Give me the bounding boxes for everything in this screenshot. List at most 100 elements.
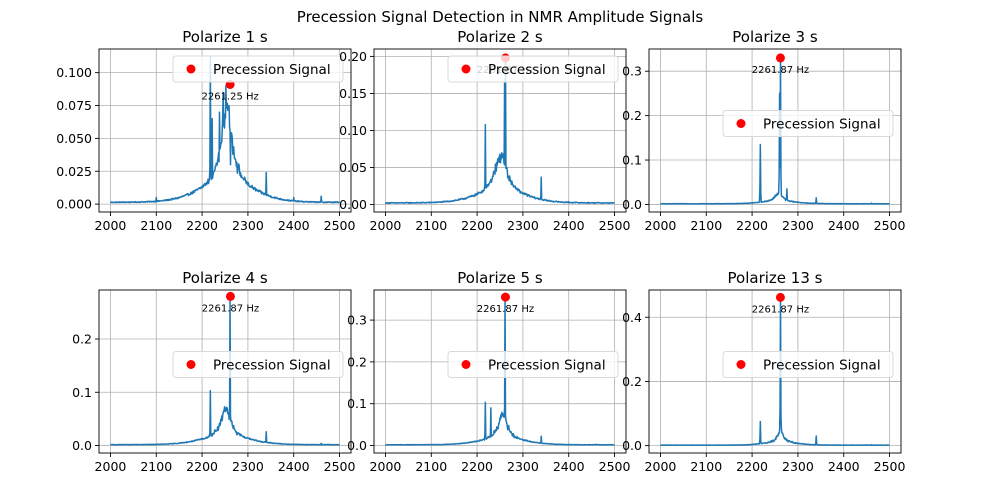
axes-frame — [648, 289, 902, 454]
precession-marker — [775, 292, 785, 302]
y-tick-label: 0.0 — [72, 438, 92, 453]
peak-annotation: 2261.87 Hz — [202, 303, 259, 314]
y-tick-label: 0.05 — [339, 160, 367, 175]
x-tick-label: 2100 — [690, 459, 722, 474]
y-tick-label: 0.0 — [347, 438, 367, 453]
signal-line — [660, 57, 890, 205]
subplot-title: Polarize 5 s — [457, 269, 543, 287]
y-tick-label: 0.10 — [339, 123, 367, 138]
x-tick-label: 2400 — [828, 459, 860, 474]
y-tick-label: 0.000 — [56, 197, 92, 212]
y-tick-label: 0.15 — [339, 86, 367, 101]
y-tick-label: 0.3 — [622, 64, 642, 79]
x-tick-label: 2200 — [186, 459, 218, 474]
y-tick-label: 0.2 — [622, 374, 642, 389]
legend-box — [722, 351, 894, 378]
precession-marker — [225, 291, 235, 301]
peak-annotation: 2261.87 Hz — [477, 304, 534, 315]
legend-label: Precession Signal — [763, 358, 881, 374]
figure-title: Precession Signal Detection in NMR Ampli… — [297, 8, 704, 26]
x-tick-label: 2200 — [461, 218, 493, 233]
x-tick-label: 2500 — [324, 459, 356, 474]
x-tick-label: 2100 — [415, 459, 447, 474]
x-tick-label: 2300 — [782, 218, 814, 233]
signal-line — [660, 296, 890, 446]
precession-marker — [500, 292, 510, 302]
x-tick-label: 2200 — [461, 459, 493, 474]
y-tick-label: 0.1 — [72, 385, 92, 400]
x-tick-label: 2500 — [324, 218, 356, 233]
subplot-2: 2261.87 Hz2000210022002300240025000.000.… — [339, 28, 630, 233]
signal-line — [384, 57, 615, 205]
x-tick-label: 2200 — [736, 459, 768, 474]
signal-line — [385, 296, 615, 446]
subplot-5: 2261.87 Hz 2000 2100 2200 2300 2400 2500 0.0 0.1… — [347, 269, 630, 474]
x-tick-label: 2000 — [95, 218, 127, 233]
y-tick-label: 0.0 — [622, 438, 642, 453]
legend-marker — [461, 360, 471, 369]
x-tick-label: 2100 — [140, 218, 172, 233]
x-tick-label: 2100 — [140, 459, 172, 474]
subplot-title: Polarize 2 s — [457, 28, 543, 46]
axes-frame — [373, 289, 627, 454]
legend: Precession Signal — [447, 351, 619, 378]
x-tick-label: 2400 — [278, 459, 310, 474]
x-tick-label: 2400 — [553, 459, 585, 474]
legend: Precession Signal — [172, 351, 344, 378]
legend: Precession Signal — [172, 55, 344, 83]
subplot-3: 2261.87 Hz 2000 2100 2200 2300 2400 2500 0.0 0.1… — [622, 28, 905, 233]
legend: Precession Signal — [447, 55, 619, 83]
legend-label: Precession Signal — [213, 62, 331, 78]
y-tick-label: 0.1 — [622, 153, 642, 168]
legend-marker — [461, 64, 471, 74]
y-tick-label: 0.2 — [72, 332, 92, 347]
y-tick-label: 0.050 — [56, 131, 92, 146]
x-tick-label: 2000 — [370, 459, 402, 474]
legend-box — [447, 351, 619, 378]
legend-label: Precession Signal — [213, 358, 331, 374]
x-tick-label: 2000 — [370, 218, 402, 233]
x-tick-label: 2000 — [645, 218, 677, 233]
y-tick-label: 0.3 — [347, 313, 367, 328]
x-tick-label: 2400 — [828, 218, 860, 233]
y-tick-label: 0.0 — [622, 197, 642, 212]
y-tick-label: 0.2 — [622, 108, 642, 123]
subplot-title: Polarize 4 s — [182, 269, 268, 287]
x-tick-label: 2000 — [645, 459, 677, 474]
legend-marker — [186, 360, 196, 369]
y-tick-label: 0.20 — [339, 49, 367, 64]
axes-frame — [98, 289, 352, 454]
x-tick-label: 2500 — [599, 459, 631, 474]
peak-annotation: 2261.87 Hz — [752, 304, 809, 315]
peak-annotation: 2261.25 Hz — [201, 91, 258, 102]
subplot-title: Polarize 3 s — [732, 28, 818, 46]
legend-marker — [736, 119, 746, 128]
x-tick-label: 2000 — [95, 459, 127, 474]
x-tick-label: 2200 — [736, 218, 768, 233]
y-tick-label: 0.4 — [622, 310, 642, 325]
x-tick-label: 2300 — [232, 218, 264, 233]
signal-line — [109, 56, 340, 204]
x-tick-label: 2300 — [232, 459, 264, 474]
legend-box — [722, 110, 894, 137]
x-tick-label: 2400 — [553, 218, 585, 233]
x-tick-label: 2500 — [599, 218, 631, 233]
legend-marker — [186, 64, 196, 74]
subplot-grid: 2261.25 Hz 2000 2100 2200 2300 2400 2500 0.000 0… — [56, 28, 905, 474]
legend-label: Precession Signal — [488, 358, 606, 374]
x-tick-label: 2200 — [186, 218, 218, 233]
y-tick-label: 0.00 — [339, 197, 367, 212]
legend: Precession Signal — [722, 110, 894, 137]
y-tick-label: 0.2 — [347, 354, 367, 369]
legend-box — [172, 351, 344, 378]
subplot-title: Polarize 1 s — [182, 28, 268, 46]
legend-label: Precession Signal — [763, 117, 881, 133]
y-tick-label: 0.100 — [56, 65, 92, 80]
subplot-4: 2261.87 Hz 2000 2100 2200 2300 2400 2500 0.0 0.1… — [72, 269, 355, 474]
x-tick-label: 2100 — [690, 218, 722, 233]
x-tick-label: 2500 — [874, 459, 906, 474]
y-tick-label: 0.1 — [347, 396, 367, 411]
signal-line — [110, 296, 340, 446]
legend-box — [172, 55, 344, 83]
